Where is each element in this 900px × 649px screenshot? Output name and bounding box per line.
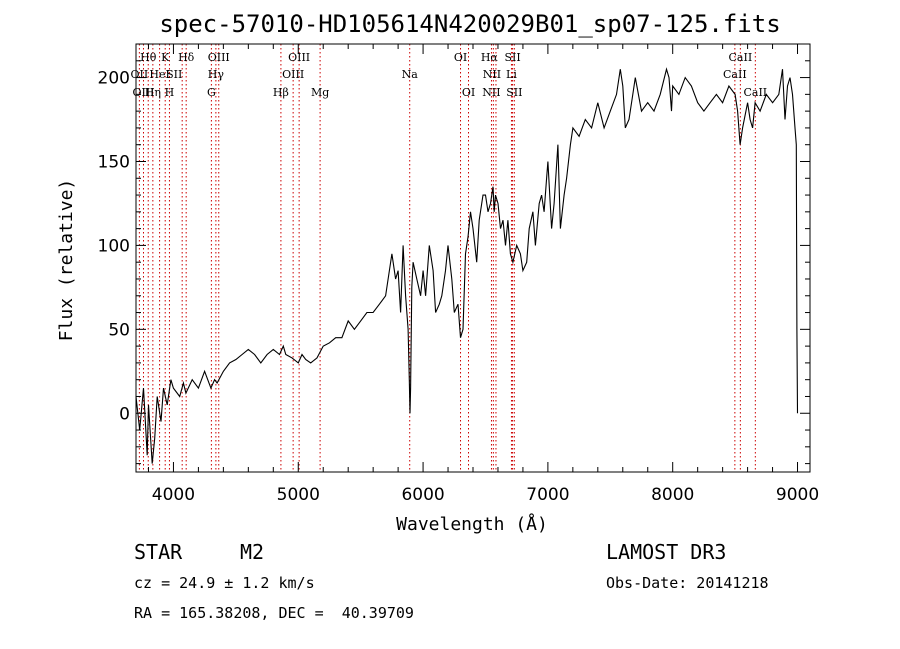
line-label-13: OIII [282, 68, 304, 81]
object-type: STAR [134, 540, 183, 564]
spectral-line-markers [138, 44, 756, 472]
y-tick-label-2: 100 [98, 236, 130, 256]
line-label-17: CaII [723, 68, 747, 81]
spectrum-chart: spec-57010-HD105614N420029B01_sp07-125.f… [56, 10, 819, 535]
redshift-velocity: cz = 24.9 ± 1.2 km/s [134, 574, 315, 592]
line-label-15: NII [483, 68, 501, 81]
coordinates: RA = 165.38208, DEC = 40.39709 [134, 604, 414, 622]
line-label-22: Hβ [273, 86, 289, 99]
y-tick-label-0: 0 [119, 404, 130, 424]
line-label-11: SII [166, 68, 182, 81]
x-tick-label-3: 7000 [526, 485, 569, 505]
y-axis: 0 50 100 150 200 [98, 43, 810, 465]
line-label-2: Hδ [178, 51, 195, 64]
line-label-25: NII [482, 86, 500, 99]
line-label-7: SII [504, 51, 520, 64]
spectral-subclass: M2 [240, 540, 265, 564]
line-label-24: OI [462, 86, 475, 99]
x-tick-label-4: 8000 [651, 485, 694, 505]
line-label-21: G [207, 86, 216, 99]
survey-name: LAMOST DR3 [606, 540, 727, 564]
line-label-5: OI [454, 51, 467, 64]
line-label-0: Hθ [140, 51, 157, 64]
line-label-10: HeI [149, 68, 169, 81]
x-axis: 4000 5000 6000 7000 8000 9000 [147, 44, 819, 505]
line-label-6: Hα [481, 51, 499, 64]
observation-date: Obs-Date: 20141218 [606, 574, 769, 592]
line-label-14: Na [402, 68, 419, 81]
y-tick-label-1: 50 [108, 320, 130, 340]
line-label-19: Hη [145, 86, 161, 99]
y-axis-label: Flux (relative) [56, 179, 77, 342]
chart-title: spec-57010-HD105614N420029B01_sp07-125.f… [159, 10, 780, 38]
line-label-8: CaII [729, 51, 753, 64]
line-label-26: SII [506, 86, 522, 99]
line-label-20: H [165, 86, 175, 99]
line-label-4: OIII [288, 51, 310, 64]
line-label-3: OIII [208, 51, 230, 64]
line-label-18: OIII [132, 86, 154, 99]
line-label-9: OII [131, 68, 149, 81]
line-label-16: Li [506, 68, 517, 81]
spectrum-line [135, 67, 799, 464]
x-axis-label: Wavelength (Å) [396, 513, 548, 535]
line-label-12: Hγ [208, 68, 225, 81]
x-tick-label-0: 4000 [152, 485, 195, 505]
x-tick-label-5: 9000 [776, 485, 819, 505]
line-label-1: K [161, 51, 170, 64]
y-tick-label-4: 200 [98, 69, 130, 89]
line-label-27: CaII [743, 86, 767, 99]
x-tick-label-2: 6000 [401, 485, 444, 505]
line-label-23: Mg [311, 86, 329, 99]
plot-frame [135, 43, 811, 473]
x-tick-label-1: 5000 [277, 485, 320, 505]
y-tick-label-3: 150 [98, 152, 130, 172]
